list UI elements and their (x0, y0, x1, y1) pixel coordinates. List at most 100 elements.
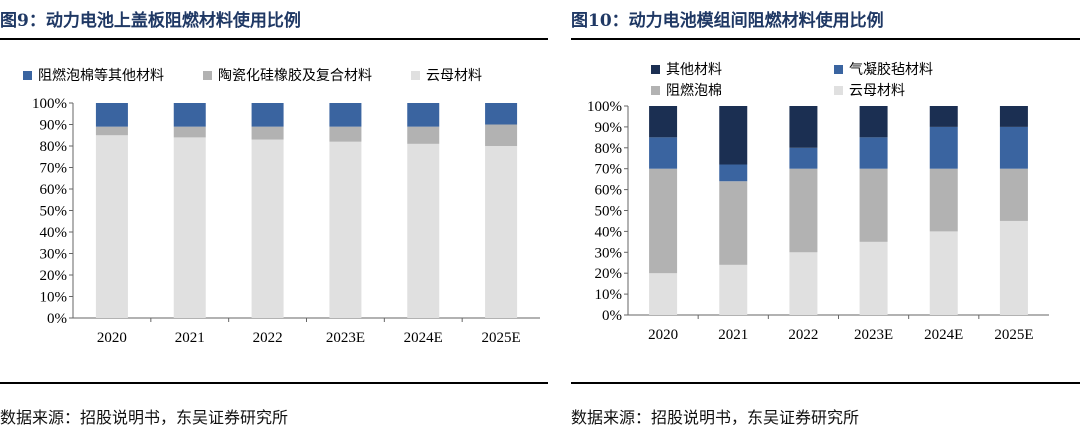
figure-9-chart: 阻燃泡棉等其他材料 陶瓷化硅橡胶及复合材料 云母材料 0% 10% 20% 30% 40% 50… (23, 67, 540, 346)
bar-segment (173, 103, 206, 127)
bar-segment (789, 106, 818, 148)
x-tick-label: 2025E (994, 327, 1033, 343)
bar-segment (999, 106, 1028, 127)
figure-9-panel: 图9：动力电池上盖板阻燃材料使用比例 阻燃泡棉等其他材料 陶瓷化硅橡胶及复合材料 云… (0, 11, 548, 427)
legend-swatch (203, 71, 212, 80)
bar-segment (251, 139, 284, 318)
y-tick-label: 70% (40, 161, 68, 177)
bar-segment (485, 146, 518, 318)
legend-swatch (834, 65, 843, 74)
y-tick-label: 50% (595, 204, 623, 220)
footer-rule (571, 382, 1080, 384)
x-tick-label: 2023E (326, 330, 365, 346)
bar-segment (95, 126, 128, 136)
figure-10-source: 数据来源：招股说明书，东吴证券研究所 (571, 408, 860, 427)
bar-segment (789, 147, 818, 169)
y-tick-label: 30% (40, 247, 68, 263)
legend-label: 云母材料 (849, 83, 905, 99)
bar-segment (329, 103, 362, 127)
legend-label: 阻燃泡棉 (666, 82, 722, 99)
bar-segment (719, 264, 748, 315)
figure-10-title: 图10：动力电池模组间阻燃材料使用比例 (571, 11, 884, 31)
bar-segment (929, 126, 958, 169)
bar-segment (999, 220, 1028, 315)
y-tick-label: 80% (40, 139, 68, 155)
y-tick-label: 10% (595, 287, 623, 303)
y-tick-label: 100% (587, 99, 622, 115)
y-tick-label: 40% (40, 225, 68, 241)
y-tick-label: 100% (32, 96, 67, 112)
figure-9-title: 图9：动力电池上盖板阻燃材料使用比例 (0, 11, 301, 31)
bar-segment (329, 126, 362, 142)
y-tick-label: 90% (595, 120, 623, 136)
legend-label: 其他材料 (666, 62, 722, 78)
y-tick-label: 70% (595, 162, 623, 178)
title-rule (571, 38, 1080, 40)
bar-segment (789, 168, 818, 253)
y-tick-label: 40% (595, 224, 623, 240)
bar-segment (859, 241, 888, 315)
y-tick-label: 20% (595, 266, 623, 282)
legend-swatch (651, 86, 660, 95)
legend-item: 阻燃泡棉等其他材料 (23, 67, 164, 84)
bar-segment (649, 273, 678, 315)
legend-item: 陶瓷化硅橡胶及复合材料 (203, 67, 372, 84)
y-tick-label: 90% (40, 118, 68, 134)
bar-segment (929, 231, 958, 315)
x-tick-label: 2025E (481, 330, 520, 346)
y-tick-label: 80% (595, 141, 623, 157)
figure-9-source: 数据来源：招股说明书，东吴证券研究所 (0, 408, 289, 427)
legend-swatch (411, 71, 420, 80)
y-tick-label: 20% (40, 268, 68, 284)
x-tick-label: 2020 (97, 330, 127, 346)
y-tick-label: 60% (40, 182, 68, 198)
legend-item: 其他材料 (651, 62, 722, 78)
bar-segment (485, 103, 518, 125)
x-tick-label: 2020 (648, 327, 678, 343)
bar-segment (789, 252, 818, 315)
y-tick-label: 0% (47, 311, 67, 327)
x-tick-label: 2021 (718, 327, 748, 343)
bar-segment (929, 106, 958, 127)
bar-segment (999, 168, 1028, 221)
bar-segment (719, 106, 748, 165)
bar-segment (95, 135, 128, 318)
x-tick-label: 2023E (854, 327, 893, 343)
bar-segment (859, 168, 888, 242)
figure-10-panel: 图10：动力电池模组间阻燃材料使用比例 其他材料 气凝胶毡材料阻燃泡棉 云母材料 0%… (571, 0, 1080, 436)
bar-segment (649, 106, 678, 138)
bar-segment (173, 137, 206, 318)
legend-swatch (834, 86, 843, 95)
bar-segment (329, 141, 362, 318)
bar-segment (251, 103, 284, 127)
bar-segment (649, 137, 678, 169)
y-tick-label: 0% (602, 308, 622, 324)
bar-segment (719, 164, 748, 182)
y-tick-label: 10% (40, 290, 68, 306)
bar-segment (407, 143, 440, 318)
legend-item: 云母材料 (411, 68, 482, 84)
bar-segment (859, 106, 888, 138)
bar-segment (407, 103, 440, 127)
bar-segment (719, 181, 748, 265)
legend-item: 气凝胶毡材料 (834, 61, 933, 78)
bar-segment (251, 126, 284, 140)
x-tick-label: 2022 (788, 327, 818, 343)
bar-segment (999, 126, 1028, 169)
legend-label: 陶瓷化硅橡胶及复合材料 (218, 67, 372, 84)
footer-rule (0, 382, 548, 384)
legend-swatch (651, 65, 660, 74)
x-tick-label: 2022 (253, 330, 283, 346)
bar-segment (859, 137, 888, 169)
bar-segment (649, 168, 678, 274)
legend-item: 云母材料 (834, 83, 905, 99)
x-tick-label: 2024E (404, 330, 443, 346)
y-tick-label: 50% (40, 204, 68, 220)
x-tick-label: 2021 (175, 330, 205, 346)
y-tick-label: 30% (595, 245, 623, 261)
bar-segment (485, 124, 518, 146)
title-rule (0, 38, 548, 40)
y-tick-label: 60% (595, 183, 623, 199)
legend-item: 阻燃泡棉 (651, 82, 722, 99)
